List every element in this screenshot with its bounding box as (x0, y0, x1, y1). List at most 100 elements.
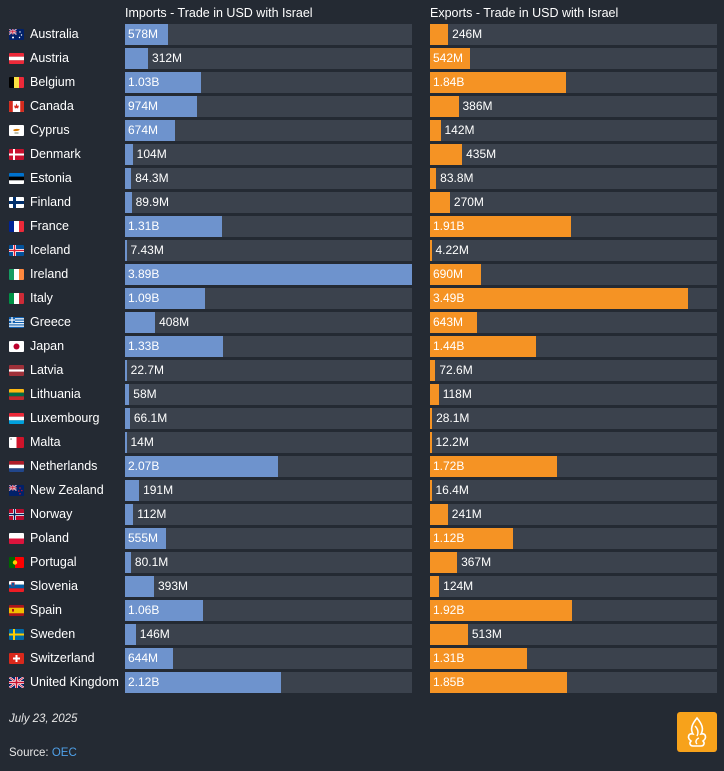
imp-track (125, 312, 412, 333)
imp-value-label: 1.33B (128, 339, 160, 353)
exp-bar (430, 312, 478, 333)
exp-value-label: 1.84B (433, 75, 465, 89)
latvia-flag (9, 365, 24, 376)
imp-value-label: 58M (133, 387, 157, 401)
imp-value-label: 80.1M (134, 555, 169, 569)
imp-bar (125, 576, 154, 597)
exp-track (430, 600, 717, 621)
country-row: Netherlands 2.07B 1.72B (0, 455, 724, 479)
country-label: Norway (30, 507, 73, 521)
imp-track (125, 432, 412, 453)
exp-value-label: 118M (442, 387, 472, 401)
source-link[interactable]: OEC (51, 747, 77, 759)
imp-track (125, 144, 412, 165)
france-flag (9, 221, 24, 232)
imp-value-label: 89.9M (135, 195, 169, 209)
country-label: Iceland (30, 243, 71, 257)
imp-track (125, 264, 412, 285)
exp-track (430, 552, 717, 573)
country-row: Denmark 104M 435M (0, 143, 724, 167)
country-row: Cyprus 674M 142M (0, 119, 724, 143)
exp-value-label: 643M (433, 315, 464, 329)
imp-value-label: 1.06B (128, 603, 160, 617)
source-line: Source: OEC (9, 747, 77, 759)
exp-value-label: 270M (453, 195, 484, 209)
exp-value-label: 1.72B (433, 459, 465, 473)
country-row: France 1.31B 1.91B (0, 215, 724, 239)
country-row: Lithuania 58M 118M (0, 383, 724, 407)
imp-bar (125, 192, 132, 213)
exp-track (430, 624, 717, 645)
exp-track (430, 456, 717, 477)
austria-flag (9, 53, 24, 64)
country-label: Netherlands (30, 459, 98, 473)
exp-bar (430, 648, 527, 669)
imp-value-label: 112M (137, 507, 167, 521)
imp-track (125, 168, 412, 189)
imp-track (125, 600, 412, 621)
imp-value-label: 191M (143, 483, 174, 497)
imp-bar (125, 504, 134, 525)
imp-value-label: 3.89B (128, 267, 160, 281)
exp-track (430, 72, 717, 93)
exp-track (430, 360, 717, 381)
exp-track (430, 120, 717, 141)
imp-track (125, 288, 412, 309)
exp-bar (430, 48, 470, 69)
country-row: Greece 408M 643M (0, 311, 724, 335)
exp-bar (430, 336, 537, 357)
imp-bar (125, 408, 130, 429)
country-label: Slovenia (30, 579, 78, 593)
new-zealand-flag (9, 485, 24, 496)
spain-flag (9, 605, 24, 616)
imp-track (125, 336, 412, 357)
country-label: Sweden (30, 627, 76, 641)
country-row: Latvia 22.7M 72.6M (0, 359, 724, 383)
exp-bar (430, 408, 433, 429)
imp-value-label: 14M (130, 435, 154, 449)
imp-bar (125, 360, 127, 381)
exp-track (430, 168, 717, 189)
country-label: Belgium (30, 75, 76, 89)
al-jazeera-logo (677, 712, 717, 752)
exp-bar (430, 672, 567, 693)
country-row: Canada 974M 386M (0, 95, 724, 119)
imp-bar (125, 216, 222, 237)
imp-track (125, 504, 412, 525)
exp-bar (430, 168, 437, 189)
country-row: Finland 89.9M 270M (0, 191, 724, 215)
exp-value-label: 367M (461, 555, 492, 569)
imp-track (125, 480, 412, 501)
malta-flag (9, 437, 24, 448)
exp-track (430, 24, 717, 45)
exp-value-label: 386M (462, 99, 493, 113)
imp-track (125, 72, 412, 93)
imp-value-label: 7.43M (130, 243, 164, 257)
country-row: Ireland 3.89B 690M (0, 263, 724, 287)
exp-value-label: 1.31B (433, 651, 465, 665)
country-row: Poland 555M 1.12B (0, 527, 724, 551)
belgium-flag (9, 77, 24, 88)
exp-value-label: 3.49B (433, 291, 465, 305)
country-label: Poland (30, 531, 69, 545)
imp-track (125, 360, 412, 381)
united-kingdom-flag (9, 677, 24, 688)
exp-value-label: 1.92B (433, 603, 465, 617)
imp-track (125, 456, 412, 477)
imp-value-label: 974M (128, 99, 159, 113)
country-label: France (30, 219, 69, 233)
australia-flag (9, 29, 24, 40)
exp-value-label: 124M (443, 579, 474, 593)
exp-bar (430, 504, 448, 525)
imp-value-label: 66.1M (133, 411, 168, 425)
imp-track (125, 552, 412, 573)
exp-track (430, 384, 717, 405)
greece-flag (9, 317, 24, 328)
exp-bar (430, 192, 450, 213)
imp-bar (125, 48, 148, 69)
imp-bar (125, 528, 166, 549)
country-row: Belgium 1.03B 1.84B (0, 71, 724, 95)
country-label: Portugal (30, 555, 77, 569)
date-label: July 23, 2025 (9, 713, 78, 725)
country-label: Greece (30, 315, 71, 329)
